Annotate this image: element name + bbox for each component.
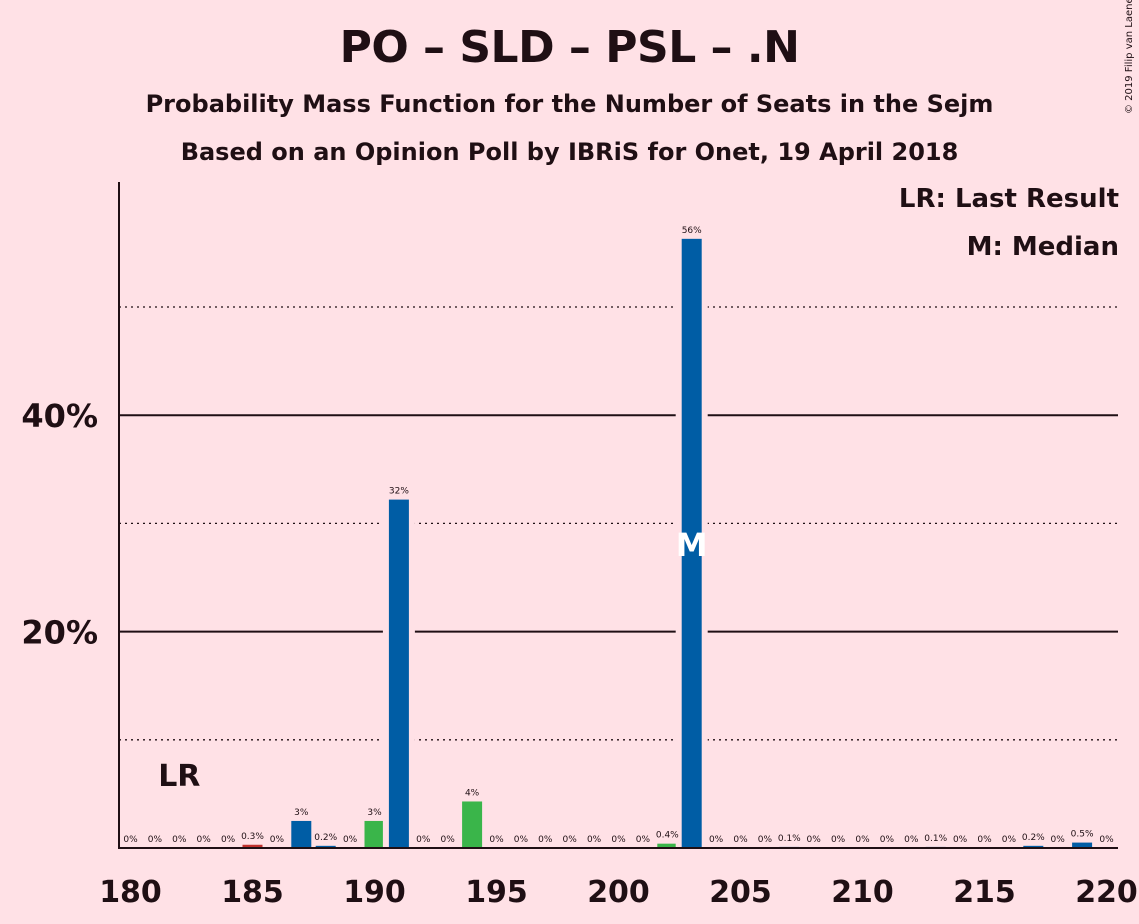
bar-194 [462, 801, 483, 848]
bar-label-210: 0% [855, 835, 870, 845]
bar-label-212: 0% [904, 835, 919, 845]
chart-title: PO – SLD – PSL – .N [339, 22, 800, 73]
x-tick-205: 205 [709, 875, 772, 910]
y-tick-labels: 20% 40% [21, 397, 98, 651]
x-tick-195: 195 [465, 875, 528, 910]
last-result-marker: LR [158, 759, 200, 794]
x-tick-labels: 180 185 190 195 200 205 210 215 220 [99, 875, 1138, 910]
bar-label-191: 32% [389, 487, 409, 497]
markers: LR M [158, 526, 707, 794]
bar-label-217: 0.2% [1022, 833, 1045, 843]
bar-217 [1023, 845, 1044, 848]
bar-label-196: 0% [514, 835, 529, 845]
bar-labels: 0% 0% 0% 0% 0% 0.3% 0% 3% 0.2% 0% 3% 32% 0% 0% 4% 0% 0% 0… [123, 226, 1114, 845]
bar-label-218: 0% [1051, 835, 1066, 845]
bar-191 [388, 499, 409, 848]
bar-label-201: 0% [636, 835, 651, 845]
bar-label-193: 0% [441, 835, 456, 845]
bar-label-198: 0% [563, 835, 578, 845]
x-tick-220: 220 [1075, 875, 1138, 910]
median-marker: M [676, 526, 708, 564]
bar-label-187: 3% [294, 808, 309, 818]
x-tick-180: 180 [99, 875, 162, 910]
bar-label-194: 4% [465, 788, 480, 798]
bar-label-203: 56% [682, 226, 702, 236]
bar-label-215: 0% [977, 835, 992, 845]
x-tick-200: 200 [587, 875, 650, 910]
bar-label-220: 0% [1099, 835, 1114, 845]
bar-label-186: 0% [270, 835, 285, 845]
x-tick-190: 190 [343, 875, 406, 910]
bar-219 [1072, 842, 1093, 848]
bar-202 [657, 843, 678, 848]
bar-label-183: 0% [197, 835, 212, 845]
bar-label-189: 0% [343, 835, 358, 845]
chart-source-subtitle: Based on an Opinion Poll by IBRiS for On… [180, 138, 959, 166]
bar-203 [681, 238, 702, 849]
bar-label-213: 0.1% [924, 834, 947, 844]
bar-185 [242, 844, 263, 848]
chart-subtitle: Probability Mass Function for the Number… [145, 90, 994, 118]
legend-median: M: Median [966, 232, 1119, 262]
bar-label-209: 0% [831, 835, 846, 845]
bar-188 [315, 845, 336, 848]
bar-label-190: 3% [367, 808, 382, 818]
bar-label-202: 0.4% [656, 831, 679, 841]
bar-label-188: 0.2% [314, 833, 337, 843]
bar-label-181: 0% [148, 835, 163, 845]
x-tick-210: 210 [831, 875, 894, 910]
bar-label-199: 0% [587, 835, 602, 845]
bar-label-207: 0.1% [778, 834, 801, 844]
bar-label-200: 0% [611, 835, 626, 845]
x-tick-215: 215 [953, 875, 1016, 910]
x-tick-185: 185 [221, 875, 284, 910]
gridlines [119, 306, 1118, 741]
bars [242, 236, 1093, 849]
axes [118, 182, 1118, 849]
bar-190 [364, 820, 385, 848]
bar-label-206: 0% [758, 835, 773, 845]
bar-label-192: 0% [416, 835, 431, 845]
bar-label-216: 0% [1002, 835, 1017, 845]
bar-label-205: 0% [733, 835, 748, 845]
legend-last-result: LR: Last Result [898, 184, 1119, 214]
bar-label-180: 0% [123, 835, 138, 845]
bar-label-197: 0% [538, 835, 553, 845]
bar-label-182: 0% [172, 835, 187, 845]
bar-label-204: 0% [709, 835, 724, 845]
bar-label-214: 0% [953, 835, 968, 845]
y-tick-20: 20% [21, 614, 98, 652]
bar-187 [291, 820, 312, 848]
bar-label-211: 0% [880, 835, 895, 845]
y-tick-40: 40% [21, 397, 98, 435]
bar-label-195: 0% [489, 835, 504, 845]
bar-label-208: 0% [807, 835, 822, 845]
bar-label-184: 0% [221, 835, 236, 845]
bar-label-219: 0.5% [1071, 830, 1094, 840]
bar-label-185: 0.3% [241, 832, 264, 842]
